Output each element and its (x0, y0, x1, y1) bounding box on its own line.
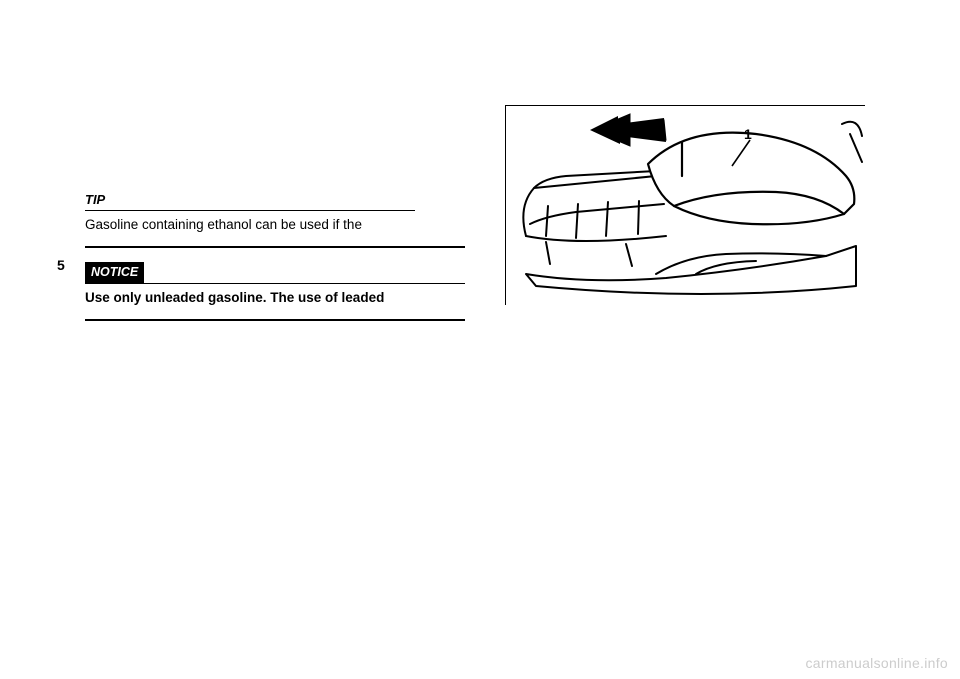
atv-seat-svg (506, 106, 866, 306)
tip-body: Gasoline containing ethanol can be used … (85, 215, 465, 236)
tip-label: TIP (85, 190, 415, 211)
callout-1: 1 (744, 124, 752, 146)
section-number: 5 (57, 255, 65, 277)
notice-label: NOTICE (85, 262, 144, 283)
seat-illustration: 1 (505, 105, 865, 305)
divider (85, 319, 465, 321)
notice-body: Use only unleaded gasoline. The use of l… (85, 288, 465, 309)
divider (85, 246, 465, 248)
notice-row: NOTICE (85, 262, 465, 284)
watermark: carmanualsonline.info (806, 655, 949, 671)
